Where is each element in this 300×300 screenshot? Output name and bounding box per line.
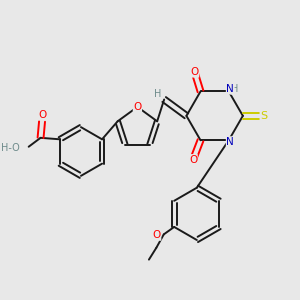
Text: H: H — [154, 89, 161, 99]
Text: O: O — [133, 102, 142, 112]
Text: N: N — [226, 137, 234, 147]
Text: O: O — [190, 67, 199, 77]
Text: H: H — [231, 84, 238, 94]
Text: N: N — [226, 84, 234, 94]
Text: O: O — [189, 154, 197, 165]
Text: H-O: H-O — [1, 143, 20, 153]
Text: O: O — [38, 110, 46, 120]
Text: S: S — [260, 111, 267, 121]
Text: O: O — [153, 230, 161, 240]
